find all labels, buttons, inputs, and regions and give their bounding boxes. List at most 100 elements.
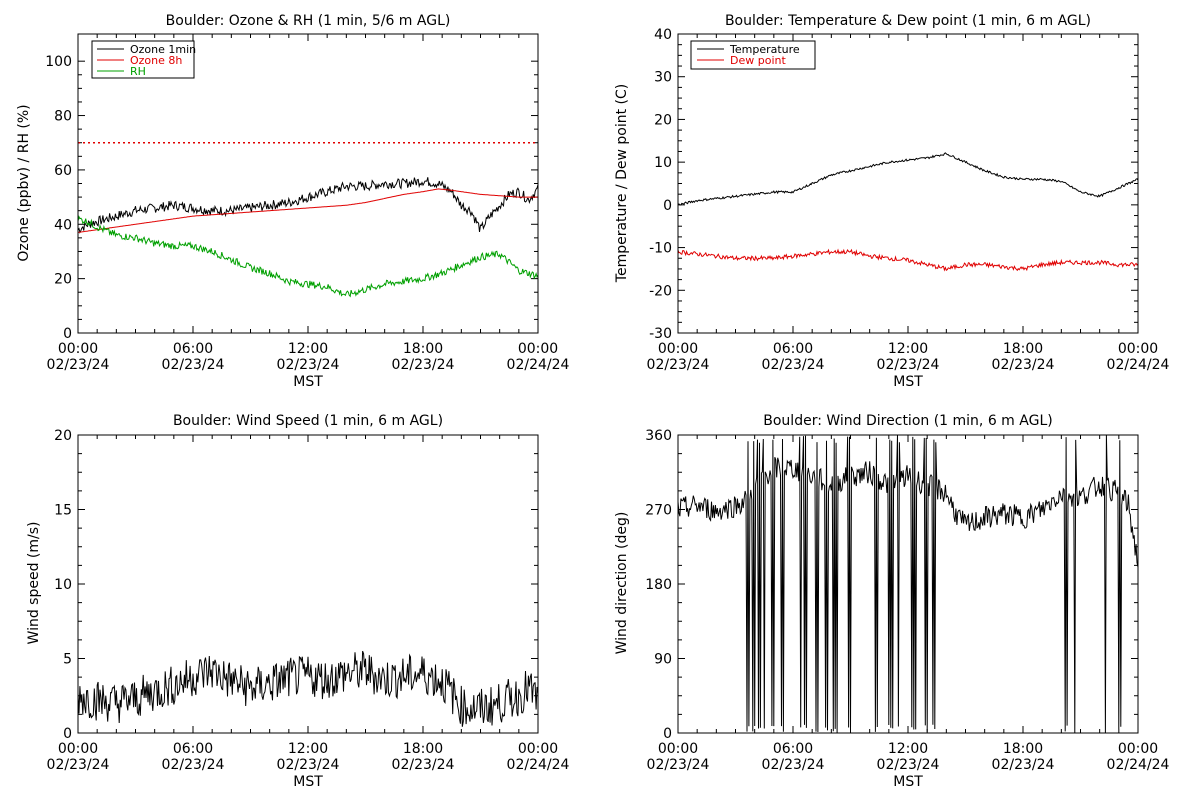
series-line bbox=[77, 650, 539, 727]
x-tick-label: 18:00 bbox=[1003, 741, 1043, 757]
series-line-rh bbox=[77, 215, 539, 298]
chart-title: Boulder: Wind Speed (1 min, 6 m AGL) bbox=[173, 413, 443, 429]
plot-frame bbox=[77, 33, 539, 334]
series-line-dew-point bbox=[677, 248, 1139, 272]
x-tick-label: 00:00 bbox=[518, 341, 558, 357]
panel-ozone-rh: Boulder: Ozone & RH (1 min, 5/6 m AGL) M… bbox=[16, 13, 570, 390]
y-tick-label: 30 bbox=[654, 70, 672, 86]
y-tick-label: 40 bbox=[654, 27, 672, 43]
x-tick-label: 06:00 bbox=[773, 341, 813, 357]
chart-title: Boulder: Ozone & RH (1 min, 5/6 m AGL) bbox=[166, 13, 451, 29]
legend-label-rh: RH bbox=[130, 65, 146, 78]
x-tick-label: 12:00 bbox=[888, 341, 928, 357]
legend: Ozone 1min Ozone 8h RH bbox=[91, 40, 196, 79]
x-tick-label: 00:00 bbox=[658, 341, 698, 357]
legend-label-dew-point: Dew point bbox=[730, 54, 786, 67]
y-tick-label: -10 bbox=[649, 241, 672, 257]
y-tick-label: 20 bbox=[54, 428, 72, 444]
x-tick-date-label: 02/23/24 bbox=[762, 757, 825, 773]
y-tick-label: 60 bbox=[54, 163, 72, 179]
x-tick-label: 00:00 bbox=[518, 741, 558, 757]
y-tick-label: 0 bbox=[63, 326, 72, 342]
x-tick-date-label: 02/23/24 bbox=[647, 757, 710, 773]
x-tick-date-label: 02/24/24 bbox=[1107, 357, 1170, 373]
series-line bbox=[677, 435, 1139, 733]
x-tick-date-label: 02/23/24 bbox=[877, 757, 940, 773]
x-axis-label: MST bbox=[893, 774, 923, 790]
x-tick-date-label: 02/23/24 bbox=[762, 357, 825, 373]
y-tick-label: 180 bbox=[645, 577, 672, 593]
x-tick-label: 18:00 bbox=[1003, 341, 1043, 357]
chart-title: Boulder: Wind Direction (1 min, 6 m AGL) bbox=[763, 413, 1052, 429]
x-axis-label: MST bbox=[893, 374, 923, 390]
x-tick-label: 12:00 bbox=[888, 741, 928, 757]
series-line-ozone-1min bbox=[77, 177, 539, 234]
y-tick-label: 100 bbox=[45, 54, 72, 70]
x-tick-label: 12:00 bbox=[288, 341, 328, 357]
x-tick-date-label: 02/23/24 bbox=[277, 757, 340, 773]
y-tick-label: 80 bbox=[54, 109, 72, 125]
panel-wind-direction: Boulder: Wind Direction (1 min, 6 m AGL)… bbox=[614, 413, 1170, 790]
x-tick-label: 06:00 bbox=[173, 341, 213, 357]
y-axis-label: Wind direction (deg) bbox=[614, 512, 630, 655]
chart-title: Boulder: Temperature & Dew point (1 min,… bbox=[725, 13, 1091, 29]
plot-frame bbox=[77, 434, 539, 734]
y-axis-label: Temperature / Dew point (C) bbox=[614, 84, 630, 283]
y-tick-label: 0 bbox=[663, 726, 672, 742]
legend: Temperature Dew point bbox=[690, 40, 816, 70]
legend-box bbox=[690, 40, 816, 70]
x-tick-date-label: 02/23/24 bbox=[877, 357, 940, 373]
x-tick-label: 18:00 bbox=[403, 341, 443, 357]
y-tick-label: 0 bbox=[663, 198, 672, 214]
x-tick-date-label: 02/24/24 bbox=[507, 357, 570, 373]
x-tick-date-label: 02/23/24 bbox=[992, 357, 1055, 373]
x-axis-label: MST bbox=[293, 774, 323, 790]
x-tick-label: 00:00 bbox=[58, 741, 98, 757]
y-tick-label: -20 bbox=[649, 283, 672, 299]
y-tick-label: 15 bbox=[54, 503, 72, 519]
series-line-ozone-8h bbox=[77, 188, 538, 233]
y-tick-label: 40 bbox=[54, 217, 72, 233]
legend-label-ozone-1min: Ozone 1min bbox=[130, 43, 196, 56]
x-tick-date-label: 02/23/24 bbox=[992, 757, 1055, 773]
x-tick-date-label: 02/23/24 bbox=[47, 357, 110, 373]
x-tick-label: 12:00 bbox=[288, 741, 328, 757]
x-tick-date-label: 02/23/24 bbox=[647, 357, 710, 373]
legend-label-ozone-8h: Ozone 8h bbox=[130, 54, 182, 67]
x-tick-label: 18:00 bbox=[403, 741, 443, 757]
x-tick-label: 00:00 bbox=[658, 741, 698, 757]
y-axis-label: Wind speed (m/s) bbox=[26, 522, 42, 645]
x-tick-label: 06:00 bbox=[173, 741, 213, 757]
y-tick-label: 360 bbox=[645, 428, 672, 444]
x-tick-date-label: 02/23/24 bbox=[392, 357, 455, 373]
plot-frame bbox=[677, 434, 1139, 734]
y-tick-label: 90 bbox=[654, 652, 672, 668]
y-tick-label: 20 bbox=[54, 272, 72, 288]
x-tick-label: 00:00 bbox=[1118, 741, 1158, 757]
x-tick-date-label: 02/23/24 bbox=[47, 757, 110, 773]
x-tick-date-label: 02/23/24 bbox=[162, 357, 225, 373]
legend-label-temperature: Temperature bbox=[729, 43, 800, 56]
x-tick-date-label: 02/24/24 bbox=[1107, 757, 1170, 773]
series-line-temperature bbox=[677, 152, 1139, 206]
y-tick-label: 10 bbox=[654, 155, 672, 171]
y-axis-label: Ozone (ppbv) / RH (%) bbox=[16, 104, 32, 261]
plot-frame bbox=[677, 33, 1139, 334]
x-tick-date-label: 02/23/24 bbox=[392, 757, 455, 773]
x-tick-label: 06:00 bbox=[773, 741, 813, 757]
x-tick-label: 00:00 bbox=[1118, 341, 1158, 357]
y-tick-label: 270 bbox=[645, 503, 672, 519]
x-tick-date-label: 02/23/24 bbox=[277, 357, 340, 373]
panel-temperature-dewpoint: Boulder: Temperature & Dew point (1 min,… bbox=[614, 13, 1170, 390]
y-tick-label: 0 bbox=[63, 726, 72, 742]
x-axis-label: MST bbox=[293, 374, 323, 390]
y-tick-label: 20 bbox=[654, 112, 672, 128]
y-tick-label: -30 bbox=[649, 326, 672, 342]
y-tick-label: 5 bbox=[63, 652, 72, 668]
y-tick-label: 10 bbox=[54, 577, 72, 593]
x-tick-date-label: 02/24/24 bbox=[507, 757, 570, 773]
x-tick-label: 00:00 bbox=[58, 341, 98, 357]
panel-wind-speed: Boulder: Wind Speed (1 min, 6 m AGL) MST… bbox=[26, 413, 570, 790]
x-tick-date-label: 02/23/24 bbox=[162, 757, 225, 773]
